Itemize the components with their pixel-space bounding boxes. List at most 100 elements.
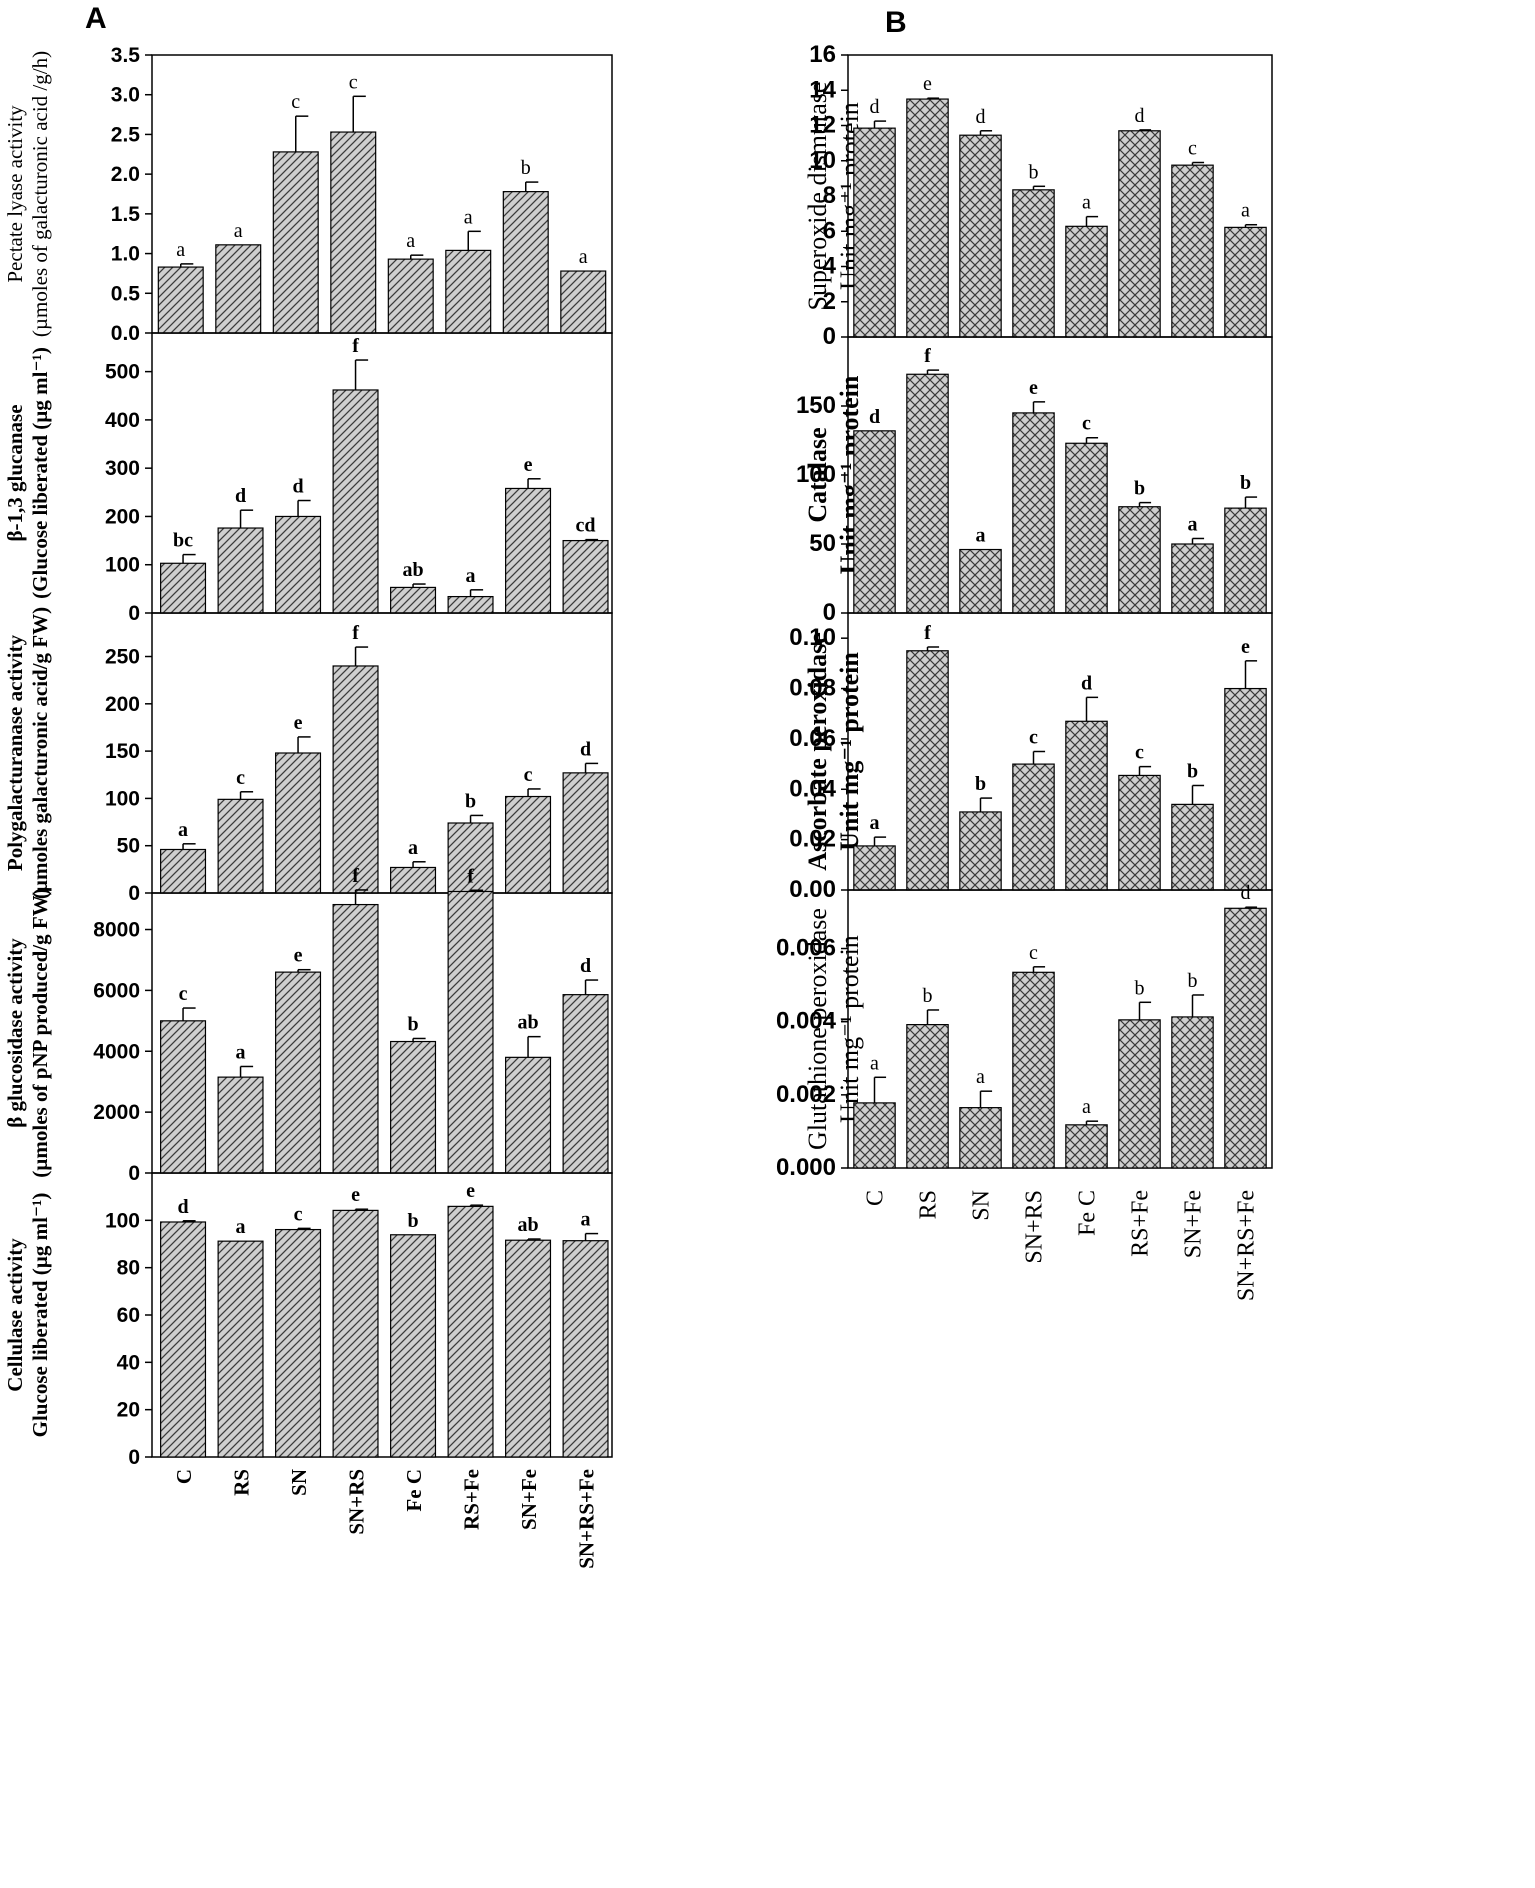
bar-group: f: [332, 865, 379, 1174]
bar: [1065, 442, 1108, 614]
y-axis-title-line2: Glucose liberated (µg ml⁻¹): [28, 1193, 52, 1438]
bar: [1224, 907, 1267, 1169]
significance-letter: d: [1081, 672, 1092, 694]
significance-letter: b: [465, 790, 476, 812]
y-axis: 0 100 200 300 400 500: [105, 361, 152, 625]
bar: [505, 795, 552, 894]
bar-group: d: [562, 738, 609, 894]
significance-letter: c: [294, 1203, 303, 1225]
significance-letter: a: [579, 246, 588, 268]
significance-letter: c: [1135, 742, 1144, 764]
significance-letter: e: [524, 454, 533, 476]
y-tick-label: 0.02: [789, 826, 836, 853]
significance-letter: e: [294, 945, 303, 967]
significance-letter: b: [1029, 161, 1039, 183]
significance-letter: f: [467, 865, 474, 887]
y-axis: 0.0 0.5 1.0 1.5 2.0 2.5 3.0 3.5: [111, 44, 152, 345]
x-category-label: SN+Fe: [517, 1469, 541, 1530]
bar-group: a: [560, 246, 607, 334]
y-tick-label: 2.0: [111, 163, 140, 186]
y-axis-title-line1: β-1,3 glucanase: [3, 404, 27, 541]
significance-letter: b: [407, 1013, 418, 1035]
bar: [505, 1056, 552, 1174]
bar: [1171, 164, 1214, 338]
significance-letter: f: [352, 335, 359, 357]
bar-group: c: [217, 767, 264, 894]
bar: [1224, 507, 1267, 614]
y-tick-label: 100: [796, 461, 836, 488]
significance-letter: ab: [517, 1214, 538, 1236]
bar: [906, 650, 949, 891]
y-tick-label: 0.004: [776, 1008, 837, 1035]
bar: [217, 1240, 264, 1458]
bar: [217, 1076, 264, 1174]
bar: [906, 98, 949, 338]
significance-letter: f: [352, 865, 359, 887]
y-tick-label: 100: [105, 1209, 140, 1232]
significance-letter: b: [1135, 977, 1145, 999]
x-category-label: SN: [287, 1469, 311, 1496]
y-tick-label: 0: [128, 882, 140, 905]
bar: [390, 1040, 437, 1174]
significance-letter: a: [408, 837, 418, 859]
panel-letter-b: B: [885, 6, 907, 39]
y-axis-title-line2: Unit mg⁻¹ protein: [835, 935, 864, 1123]
y-axis-title-line2: (µmoles galacturonic acid/g FW): [28, 607, 52, 899]
significance-letter: d: [580, 738, 591, 760]
significance-letter: b: [1240, 472, 1251, 494]
significance-letter: ab: [517, 1012, 538, 1034]
y-tick-label: 0.04: [789, 775, 836, 802]
x-category-label: SN+RS+Fe: [1234, 1190, 1260, 1301]
significance-letter: c: [1029, 727, 1038, 749]
significance-letter: e: [923, 73, 932, 95]
bar: [387, 258, 434, 334]
significance-letter: a: [870, 812, 880, 834]
significance-letter: a: [1082, 192, 1091, 214]
chart-a2: 0 100 200 300 400 500 β-1,3 glucanase (Glucose …: [3, 332, 613, 625]
y-tick-label: 0.06: [789, 725, 836, 752]
bar-group: f: [906, 345, 949, 614]
bar-group: c: [1012, 942, 1055, 1169]
bar-group: d: [160, 1196, 207, 1458]
significance-letter: c: [179, 983, 188, 1005]
bar-group: d: [217, 485, 264, 614]
chart-a1: 0.0 0.5 1.0 1.5 2.0 2.5 3.0 3.5 Pectate lyase ac…: [3, 44, 613, 345]
bar-group: b: [1118, 977, 1161, 1169]
bar: [217, 527, 264, 614]
y-tick-label: 1.0: [111, 243, 140, 266]
significance-letter: a: [466, 565, 476, 587]
bar: [562, 994, 609, 1174]
y-tick-label: 50: [117, 835, 140, 858]
plot-frame: [847, 889, 1273, 1169]
y-tick-label: 200: [105, 693, 140, 716]
x-category-label: SN+RS+Fe: [575, 1469, 599, 1569]
significance-letter: d: [869, 406, 880, 428]
bar: [1012, 763, 1055, 891]
bar: [275, 1228, 322, 1458]
charts-group: 0.0 0.5 1.0 1.5 2.0 2.5 3.0 3.5 Pectate lyase ac…: [3, 41, 1273, 1469]
bar-group: a: [1224, 200, 1267, 338]
bar-group: c: [505, 764, 552, 894]
significance-letter: e: [1241, 636, 1250, 658]
y-tick-label: 40: [117, 1351, 140, 1374]
y-tick-label: 0.5: [111, 282, 141, 305]
bar: [853, 845, 896, 891]
y-axis: 0 2000 4000 6000 8000: [93, 919, 152, 1185]
significance-letter: c: [236, 767, 245, 789]
bar: [447, 1205, 494, 1458]
bar: [332, 903, 379, 1174]
bar: [1065, 720, 1108, 891]
y-axis-title-line1: Glutathione peroxidase: [803, 908, 832, 1150]
bar: [1171, 1016, 1214, 1169]
bar-group: c: [275, 1203, 322, 1458]
bar-group: a: [390, 837, 437, 894]
bar: [332, 665, 379, 894]
y-axis: 0 50 100 150 200 250: [105, 646, 152, 905]
bar-group: c: [1065, 413, 1108, 614]
bar: [390, 866, 437, 894]
bar-group: ab: [505, 1214, 552, 1458]
bar-group: cd: [562, 515, 609, 614]
bar: [332, 1209, 379, 1458]
significance-letter: b: [1188, 970, 1198, 992]
